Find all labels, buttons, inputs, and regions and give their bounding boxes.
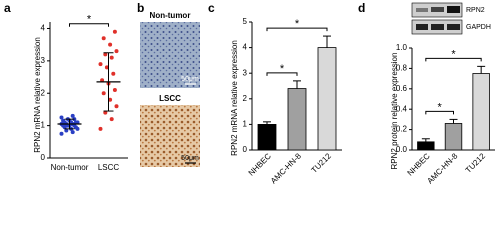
significance-label: * — [280, 63, 285, 75]
data-point — [59, 115, 64, 120]
data-point — [108, 97, 113, 102]
significance-label: * — [451, 48, 456, 60]
x-tick-label: AMC-HN-8 — [269, 151, 303, 185]
y-tick-label: 1 — [243, 120, 248, 129]
x-tick-label: AMC-HN-8 — [425, 151, 459, 185]
bar — [317, 47, 337, 151]
data-point — [112, 88, 117, 92]
bar — [444, 123, 463, 151]
data-point — [103, 52, 108, 57]
data-point — [114, 49, 119, 54]
significance-label: * — [295, 18, 300, 30]
y-tick-label: 0.6 — [396, 84, 408, 93]
y-tick-label: 1 — [41, 121, 46, 130]
blot-band — [447, 24, 460, 30]
data-point — [61, 118, 66, 123]
band-label: RPN2 — [466, 7, 485, 14]
data-point — [98, 126, 103, 131]
significance-label: * — [438, 101, 443, 113]
y-axis-label: RPN2 mRNA relative expression — [230, 40, 239, 156]
image-label: LSCC — [159, 94, 181, 103]
western-blot: RPN2 GAPDH — [411, 2, 491, 35]
y-tick-label: 0 — [41, 153, 46, 162]
data-point — [101, 91, 106, 96]
blot-band — [416, 24, 428, 30]
x-tick-label: LSCC — [98, 163, 120, 172]
ihc-image — [140, 105, 200, 167]
significance-bracket — [266, 72, 298, 76]
blot-band — [416, 8, 428, 12]
blot-band — [431, 24, 444, 30]
data-point — [109, 55, 114, 60]
data-point — [73, 120, 78, 125]
bar — [257, 124, 277, 151]
y-tick-label: 3 — [243, 68, 248, 77]
scale-label: 50μm — [181, 155, 199, 162]
image-label: Non-tumor — [150, 11, 191, 20]
figure: a b c d Non-tumor 50μm LSCC 50μm RPN2 GA… — [4, 1, 495, 186]
significance-bracket — [69, 23, 109, 27]
y-tick-label: 2 — [243, 94, 248, 103]
data-point — [112, 29, 117, 34]
panel-label: b — [137, 1, 144, 15]
y-tick-label: 4 — [41, 24, 46, 33]
y-tick-label: 5 — [243, 17, 248, 26]
ihc-image — [140, 22, 200, 88]
x-tick-label: TU212 — [464, 151, 488, 175]
significance-bracket — [266, 27, 328, 32]
y-axis-label: RPN2 protein relative expression — [390, 53, 399, 170]
data-point — [114, 104, 119, 109]
band-label: GAPDH — [466, 24, 491, 31]
data-point — [70, 130, 75, 135]
data-point — [98, 62, 103, 67]
bar — [472, 73, 490, 151]
image-panel: Non-tumor 50μm LSCC 50μm — [140, 11, 200, 167]
blot-band — [447, 6, 460, 13]
data-point — [59, 131, 64, 136]
bar — [287, 88, 307, 151]
x-tick-label: NHBEC — [247, 151, 273, 177]
y-tick-label: 0.8 — [396, 64, 408, 73]
bar — [417, 141, 435, 151]
scale-label: 50μm — [181, 76, 199, 83]
y-axis-label: RPN2 mRNA relative expression — [33, 37, 42, 153]
y-tick-label: 3 — [41, 56, 46, 65]
x-tick-label: NHBEC — [406, 151, 432, 177]
x-tick-label: TU212 — [310, 151, 334, 175]
panel-label: d — [358, 1, 365, 15]
panel-label: c — [208, 1, 215, 15]
data-point — [101, 36, 106, 41]
blot-band — [431, 7, 444, 12]
panel-label: a — [4, 1, 11, 15]
data-point — [111, 71, 116, 76]
data-point — [109, 117, 114, 122]
data-point — [70, 113, 75, 118]
y-tick-label: 4 — [243, 43, 248, 52]
data-point — [108, 42, 113, 47]
significance-bracket — [425, 57, 482, 62]
significance-bracket — [425, 110, 454, 115]
y-tick-label: 0.0 — [396, 145, 408, 154]
y-tick-label: 0.2 — [396, 125, 408, 134]
data-point — [104, 65, 109, 70]
data-point — [64, 128, 69, 133]
y-tick-label: 0 — [243, 145, 248, 154]
significance-label: * — [87, 14, 92, 26]
data-point — [103, 110, 108, 115]
y-tick-label: 0.4 — [396, 104, 408, 113]
y-tick-label: 2 — [41, 88, 46, 97]
x-tick-label: Non-tumor — [51, 163, 89, 172]
y-tick-label: 1.0 — [396, 43, 408, 52]
data-point — [100, 78, 105, 83]
